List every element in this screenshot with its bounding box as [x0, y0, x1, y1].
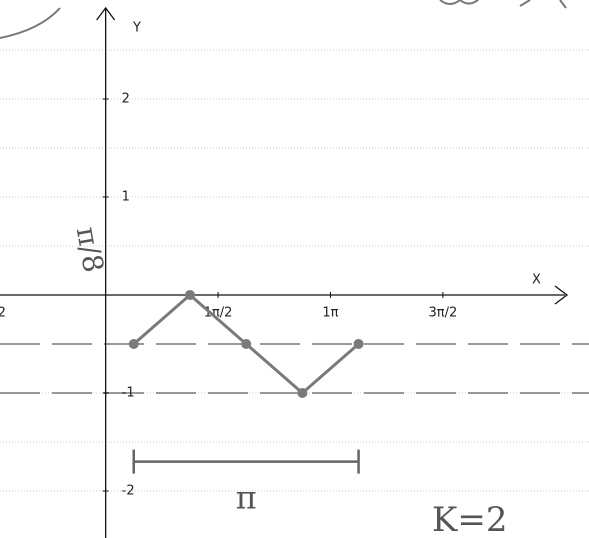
- x-tick-label: -π/2: [0, 305, 6, 320]
- y-tick-label: 2: [122, 91, 130, 106]
- curve-point: [354, 339, 364, 349]
- curve-point: [129, 339, 139, 349]
- period-bar: [134, 450, 359, 474]
- scribble: [440, 0, 566, 8]
- curve-point: [297, 388, 307, 398]
- x-tick-label: 3π/2: [428, 305, 457, 320]
- y-tick-label: -2: [122, 483, 135, 498]
- scribble: [0, 8, 60, 38]
- arrow: [97, 8, 567, 304]
- annotation: K=2: [432, 500, 508, 538]
- y-axis-label: Y: [132, 21, 141, 36]
- curve-point: [185, 290, 195, 300]
- curve-point: [241, 339, 251, 349]
- y-tick-label: -1: [122, 385, 135, 400]
- x-axis-label: X: [532, 273, 541, 288]
- x-tick-label: 1π: [322, 305, 338, 320]
- graph-photo: X Y -2-112-π/21π/21π3π/2π/8πK=2: [0, 0, 589, 538]
- annotation: π/8: [70, 224, 110, 275]
- annotation: π: [236, 479, 257, 517]
- y-tick-label: 1: [122, 189, 130, 204]
